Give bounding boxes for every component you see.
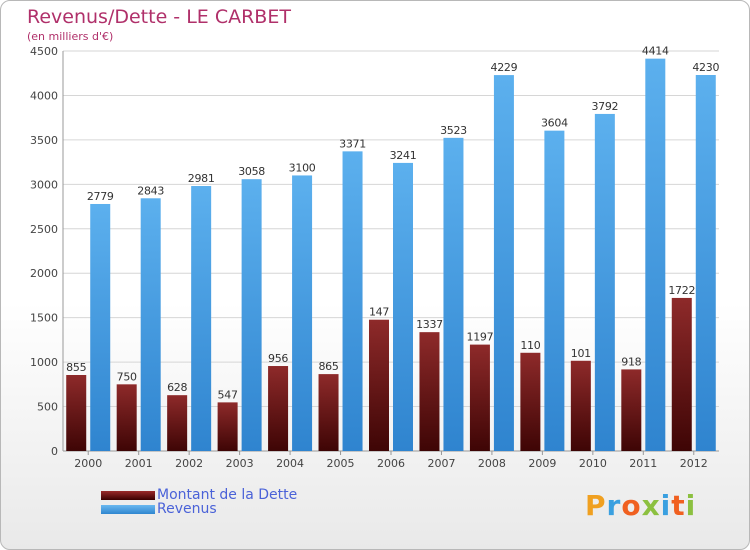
x-tick-label: 2001 xyxy=(125,457,153,470)
bar-revenue xyxy=(443,137,464,451)
x-tick-label: 2005 xyxy=(327,457,355,470)
data-label-debt: 1722 xyxy=(668,284,695,297)
data-label-debt: 628 xyxy=(167,381,187,394)
bar-revenue xyxy=(393,162,413,451)
data-label-revenue: 3523 xyxy=(440,124,467,137)
data-label-debt: 956 xyxy=(268,352,288,365)
bar-debt xyxy=(318,374,339,451)
logo-letter: t xyxy=(671,489,686,522)
x-tick-label: 2004 xyxy=(276,457,304,470)
data-label-debt: 147 xyxy=(369,306,389,319)
data-label-revenue: 3792 xyxy=(591,100,618,113)
bar-debt xyxy=(570,360,591,451)
data-label-revenue: 2843 xyxy=(137,184,164,197)
y-tick-label: 1000 xyxy=(30,356,58,369)
y-tick-label: 0 xyxy=(51,445,58,458)
chart-subtitle: (en milliers d'€) xyxy=(27,30,114,43)
bar-debt xyxy=(520,352,541,451)
bar-revenue xyxy=(241,179,262,451)
bar-debt xyxy=(217,402,238,451)
bar-debt xyxy=(66,375,87,451)
data-label-debt: 855 xyxy=(66,361,86,374)
bar-revenue xyxy=(292,175,313,451)
bar-revenue xyxy=(90,203,111,451)
x-tick-label: 2009 xyxy=(528,457,556,470)
logo-letter: P xyxy=(585,489,607,522)
bar-revenue xyxy=(493,75,514,451)
y-tick-label: 2500 xyxy=(30,223,58,236)
data-label-debt: 918 xyxy=(621,355,641,368)
bar-debt xyxy=(621,369,642,451)
bar-revenue xyxy=(140,198,161,451)
data-label-revenue: 4229 xyxy=(491,61,518,74)
x-tick-label: 2012 xyxy=(680,457,708,470)
y-tick-label: 3000 xyxy=(30,178,58,191)
bar-debt xyxy=(369,319,389,451)
data-label-revenue: 3241 xyxy=(390,149,417,162)
x-tick-label: 2011 xyxy=(629,457,657,470)
legend-label-revenue: Revenus xyxy=(157,501,217,517)
data-label-revenue: 3604 xyxy=(541,117,568,130)
bar-revenue xyxy=(695,75,716,451)
bar-debt xyxy=(469,344,490,451)
bar-debt xyxy=(116,384,137,451)
bar-revenue xyxy=(645,58,666,452)
data-label-revenue: 4414 xyxy=(642,45,669,58)
x-tick-label: 2003 xyxy=(226,457,254,470)
chart-title: Revenus/Dette - LE CARBET xyxy=(27,6,291,28)
data-label-revenue: 2779 xyxy=(87,190,114,203)
data-label-revenue: 2981 xyxy=(188,172,215,185)
y-tick-label: 3500 xyxy=(30,134,58,147)
x-tick-label: 2000 xyxy=(74,457,102,470)
logo-letter: i xyxy=(660,489,672,522)
logo-letter: x xyxy=(641,489,661,522)
logo-letter: i xyxy=(685,489,697,522)
data-label-debt: 865 xyxy=(318,360,338,373)
data-label-revenue: 3371 xyxy=(339,137,366,150)
data-label-debt: 110 xyxy=(520,339,540,352)
x-tick-label: 2006 xyxy=(377,457,405,470)
legend-item-debt: Montant de la Dette xyxy=(101,487,298,503)
logo-letter: r xyxy=(606,489,622,522)
bar-debt xyxy=(671,297,692,451)
bar-debt xyxy=(419,332,440,451)
legend-label-debt: Montant de la Dette xyxy=(157,487,298,503)
bar-revenue xyxy=(594,113,615,451)
bar-debt xyxy=(268,366,289,451)
data-label-debt: 547 xyxy=(218,388,238,401)
proxiti-logo: Proxiti xyxy=(585,489,696,522)
x-tick-label: 2008 xyxy=(478,457,506,470)
y-tick-label: 1500 xyxy=(30,312,58,325)
data-label-revenue: 3058 xyxy=(238,165,265,178)
data-label-revenue: 3100 xyxy=(289,161,316,174)
x-tick-label: 2010 xyxy=(579,457,607,470)
bar-revenue xyxy=(544,130,565,451)
y-tick-label: 2000 xyxy=(30,267,58,280)
legend-item-revenue: Revenus xyxy=(101,501,217,517)
bar-revenue xyxy=(342,151,363,451)
x-tick-label: 2002 xyxy=(175,457,203,470)
y-tick-label: 500 xyxy=(37,401,58,414)
legend-swatch-debt xyxy=(101,490,155,500)
data-label-debt: 101 xyxy=(571,347,591,360)
data-label-debt: 1197 xyxy=(467,331,494,344)
x-tick-label: 2007 xyxy=(427,457,455,470)
bar-debt xyxy=(167,395,188,451)
legend-swatch-revenue xyxy=(101,504,155,514)
logo-letter: o xyxy=(621,489,642,522)
data-label-revenue: 4230 xyxy=(692,61,719,74)
y-tick-label: 4500 xyxy=(30,45,58,58)
data-label-debt: 750 xyxy=(117,370,137,383)
y-tick-label: 4000 xyxy=(30,89,58,102)
bar-revenue xyxy=(191,186,212,451)
data-label-debt: 1337 xyxy=(416,318,443,331)
